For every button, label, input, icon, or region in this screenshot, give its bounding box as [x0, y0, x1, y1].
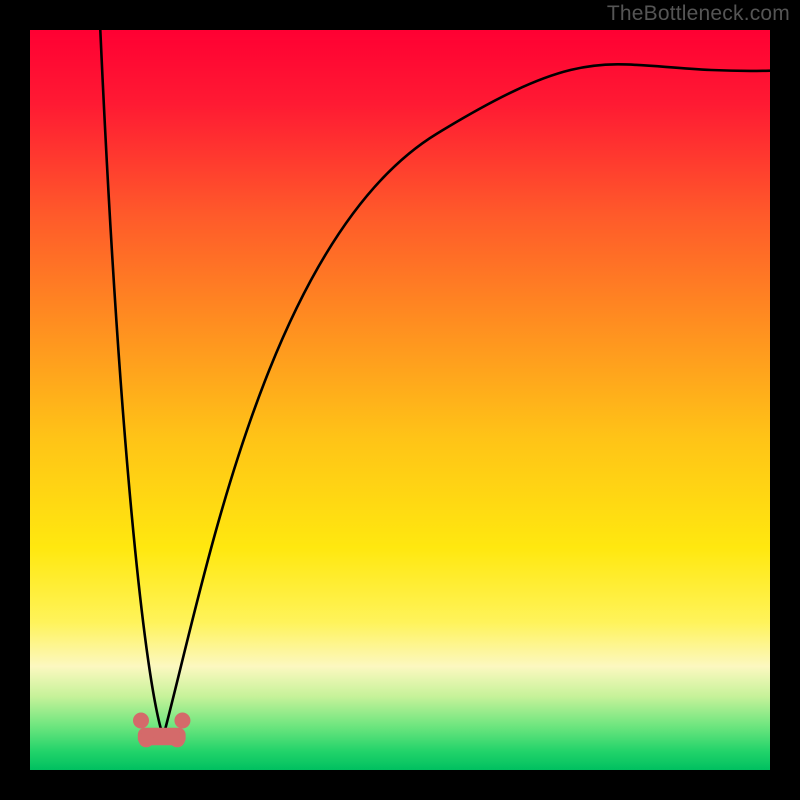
figure-root: TheBottleneck.com	[0, 0, 800, 800]
marker-foot-right	[170, 732, 185, 747]
bottleneck-chart	[0, 0, 800, 800]
marker-foot-left	[139, 732, 154, 747]
marker-lobe-left	[133, 713, 149, 729]
marker-lobe-right	[174, 713, 190, 729]
gradient-plot-area	[30, 30, 770, 770]
